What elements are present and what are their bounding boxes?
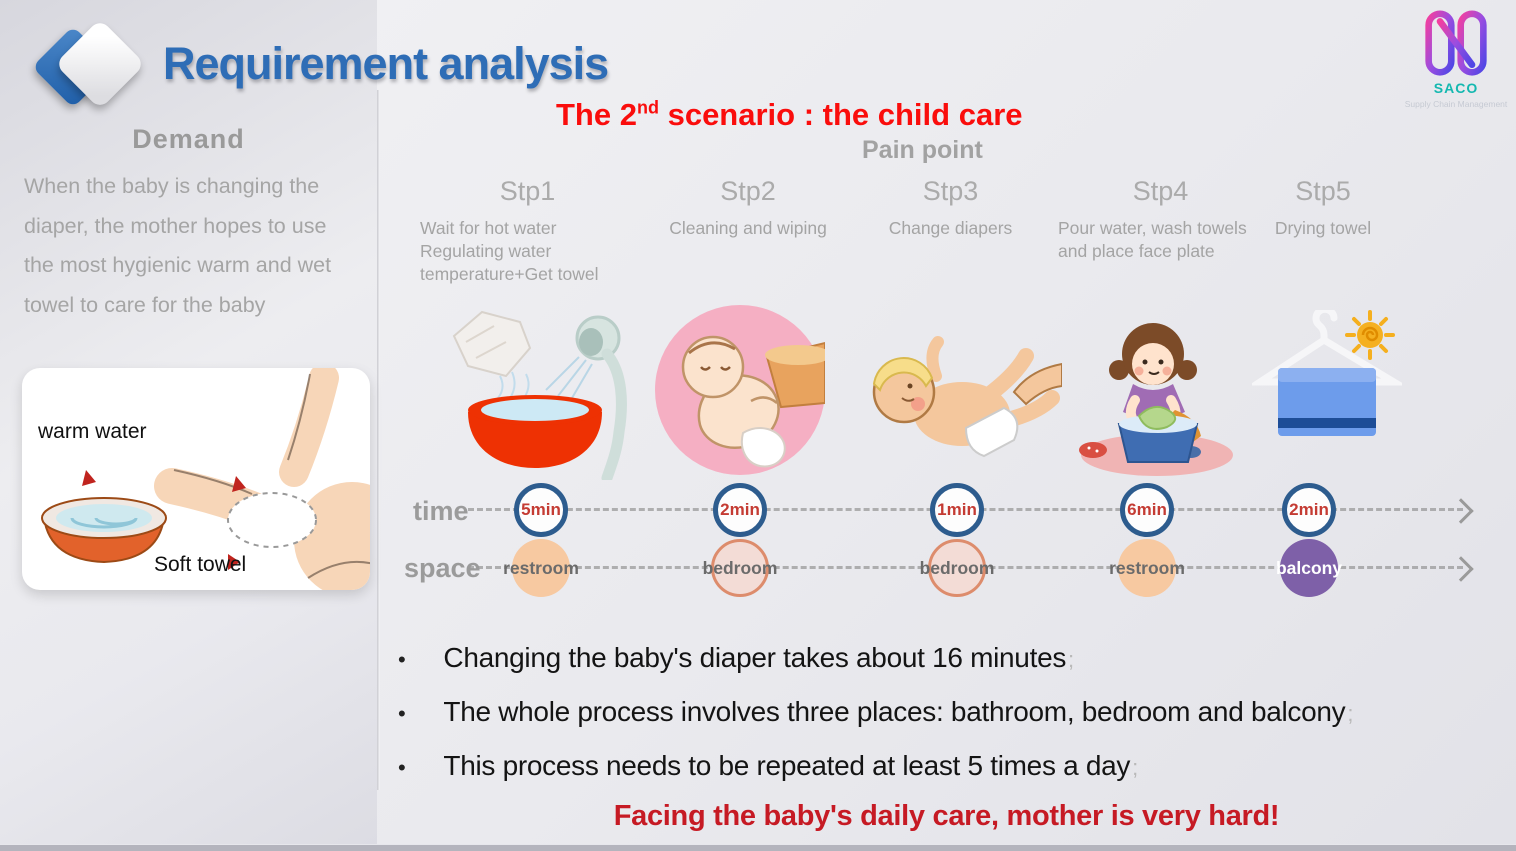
step-description: Change diapers: [888, 218, 1013, 238]
step-description: Wait for hot water Regulating water temp…: [420, 218, 599, 284]
scenario-title: The 2nd scenario : the child care: [556, 97, 1023, 133]
scenario-title-prefix: The 2: [556, 97, 637, 132]
warm-water-towel-illustration: [41, 368, 370, 590]
saco-logo-subtitle: Supply Chain Management: [1404, 99, 1508, 109]
step-column-4: Stp4 Pour water, wash towels and place f…: [1058, 176, 1263, 263]
bullet-dot-icon: •: [398, 701, 406, 726]
baby-cleaning-icon: [655, 305, 825, 475]
step-description: Cleaning and wiping: [669, 218, 827, 238]
space-badge-step3: bedroom: [920, 539, 994, 597]
bullet-dot-icon: •: [398, 647, 406, 672]
vertical-divider: [377, 90, 380, 790]
step-column-1: Stp1 Wait for hot water Regulating water…: [420, 176, 635, 286]
page-title: Requirement analysis: [163, 38, 609, 89]
time-badge-step3: 1min: [930, 483, 984, 537]
time-badge-step5: 2min: [1282, 483, 1336, 537]
bullet-suffix: ;: [1347, 701, 1354, 726]
diamond-accent-icon: [30, 18, 150, 128]
scenario-title-rest: scenario : the child care: [658, 97, 1023, 132]
step-column-5: Stp5 Drying towel: [1238, 176, 1408, 240]
towel-hanger-sun-icon: [1252, 310, 1402, 436]
baby-diaper-change-icon: [872, 336, 1062, 458]
space-axis-arrow-icon: [1448, 556, 1474, 582]
step-title: Stp1: [499, 176, 556, 206]
step-title: Stp2: [720, 176, 776, 206]
bullet-item: • This process needs to be repeated at l…: [398, 750, 1516, 782]
summary-bullets: • Changing the baby's diaper takes about…: [398, 642, 1516, 782]
bullet-text: This process needs to be repeated at lea…: [443, 750, 1131, 781]
towel-basin-shower-icon: [452, 310, 627, 480]
demand-heading: Demand: [132, 124, 245, 154]
step-description: Pour water, wash towels and place face p…: [1058, 218, 1247, 261]
demand-description: When the baby is changing the diaper, th…: [24, 174, 332, 317]
bullet-item: • The whole process involves three place…: [398, 696, 1516, 728]
bullet-dot-icon: •: [398, 755, 406, 780]
saco-logo: SACO Supply Chain Management: [1398, 6, 1514, 109]
space-badge-step4: restroom: [1109, 539, 1185, 597]
space-badge-step1: restroom: [503, 539, 579, 597]
saco-n-icon: [1425, 10, 1487, 76]
step-description: Drying towel: [1274, 218, 1372, 238]
space-axis-label: space: [404, 553, 481, 583]
bullet-item: • Changing the baby's diaper takes about…: [398, 642, 1516, 674]
step-title: Stp4: [1132, 176, 1189, 206]
slide-bottom-edge: [0, 844, 1516, 851]
bullet-suffix: ;: [1132, 755, 1138, 780]
demand-illustration-card: warm water Soft towel: [22, 368, 370, 590]
time-badge-step4: 6min: [1120, 483, 1174, 537]
soft-towel-label: Soft towel: [154, 553, 247, 576]
saco-logo-name: SACO: [1433, 80, 1479, 96]
bullet-text: Changing the baby's diaper takes about 1…: [443, 642, 1067, 673]
closing-statement: Facing the baby's daily care, mother is …: [613, 800, 1280, 832]
space-badge-step2: bedroom: [703, 539, 777, 597]
step-title: Stp5: [1295, 176, 1351, 206]
pain-point-label: Pain point: [862, 136, 983, 164]
time-axis-label: time: [413, 496, 469, 526]
bullet-text: The whole process involves three places:…: [443, 696, 1346, 727]
warm-water-label: warm water: [38, 420, 147, 443]
girl-washing-towels-icon: [1079, 323, 1233, 476]
step-column-3: Stp3 Change diapers: [858, 176, 1043, 240]
step-title: Stp3: [922, 176, 979, 206]
time-axis-arrow-icon: [1448, 498, 1474, 524]
space-badge-step5: balcony: [1276, 539, 1342, 597]
sun-icon: [1345, 310, 1395, 360]
time-badge-step2: 2min: [713, 483, 767, 537]
scenario-ordinal-suffix: nd: [636, 97, 659, 118]
time-badge-step1: 5min: [514, 483, 568, 537]
step-column-2: Stp2 Cleaning and wiping: [648, 176, 848, 240]
bullet-suffix: ;: [1068, 647, 1074, 672]
